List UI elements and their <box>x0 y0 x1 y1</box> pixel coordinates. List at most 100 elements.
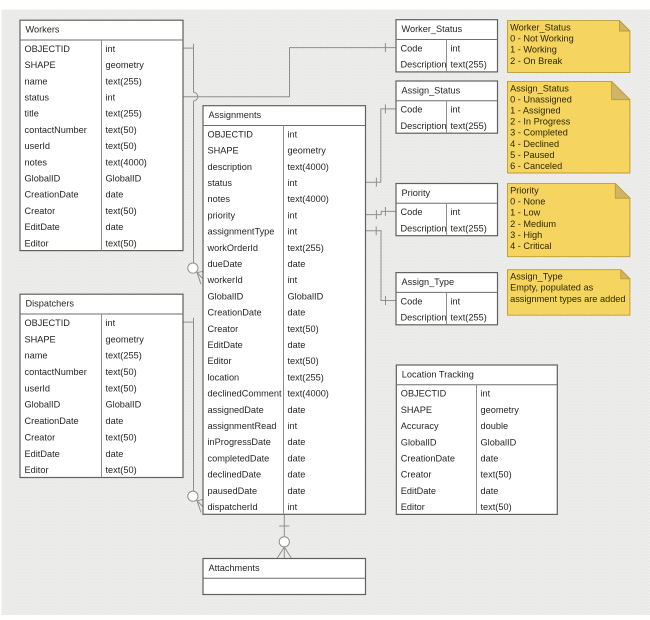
svg-text:assignment types are added: assignment types are added <box>510 294 625 304</box>
svg-text:Assign_Type: Assign_Type <box>402 277 455 287</box>
svg-text:SHAPE: SHAPE <box>25 60 56 70</box>
svg-text:OBJECTID: OBJECTID <box>401 389 447 399</box>
svg-text:EditDate: EditDate <box>25 222 60 232</box>
svg-text:OBJECTID: OBJECTID <box>25 318 71 328</box>
svg-text:1 - Working: 1 - Working <box>510 45 557 55</box>
svg-text:date: date <box>106 416 124 426</box>
svg-text:Location Tracking: Location Tracking <box>402 369 474 379</box>
svg-text:date: date <box>288 405 306 415</box>
svg-text:text(50): text(50) <box>106 432 137 442</box>
svg-text:geometry: geometry <box>106 334 145 344</box>
svg-text:Code: Code <box>401 207 423 217</box>
svg-text:text(4000): text(4000) <box>288 194 329 204</box>
svg-text:text(50): text(50) <box>106 125 137 135</box>
svg-text:date: date <box>288 259 306 269</box>
svg-text:CreationDate: CreationDate <box>25 416 79 426</box>
svg-text:assignmentType: assignmentType <box>208 227 275 237</box>
svg-text:CreationDate: CreationDate <box>208 308 262 318</box>
svg-text:assignedDate: assignedDate <box>208 405 264 415</box>
svg-text:text(50): text(50) <box>106 206 137 216</box>
svg-text:text(255): text(255) <box>106 109 142 119</box>
svg-text:geometry: geometry <box>106 60 145 70</box>
svg-text:title: title <box>25 109 39 119</box>
svg-text:text(255): text(255) <box>106 351 142 361</box>
svg-text:int: int <box>288 275 298 285</box>
svg-text:date: date <box>288 437 306 447</box>
svg-text:userId: userId <box>25 383 51 393</box>
svg-text:4 - Declined: 4 - Declined <box>510 139 559 149</box>
svg-text:Code: Code <box>401 296 423 306</box>
svg-text:priority: priority <box>208 210 236 220</box>
svg-text:text(50): text(50) <box>288 356 319 366</box>
svg-text:GlobalID: GlobalID <box>401 437 437 447</box>
svg-text:date: date <box>288 470 306 480</box>
svg-text:text(50): text(50) <box>106 465 137 475</box>
svg-text:5 - Paused: 5 - Paused <box>510 150 554 160</box>
svg-text:int: int <box>451 207 461 217</box>
svg-text:text(255): text(255) <box>451 121 487 131</box>
svg-text:date: date <box>106 190 124 200</box>
svg-text:Editor: Editor <box>25 465 49 475</box>
svg-text:declinedDate: declinedDate <box>208 470 262 480</box>
svg-text:Creator: Creator <box>25 432 56 442</box>
svg-text:OBJECTID: OBJECTID <box>25 44 71 54</box>
svg-text:dueDate: dueDate <box>208 259 243 269</box>
svg-text:date: date <box>288 340 306 350</box>
svg-text:notes: notes <box>208 194 231 204</box>
svg-text:GlobalID: GlobalID <box>208 291 244 301</box>
svg-text:Creator: Creator <box>25 206 56 216</box>
svg-text:0 - None: 0 - None <box>510 197 545 207</box>
svg-text:SHAPE: SHAPE <box>401 405 432 415</box>
svg-text:text(50): text(50) <box>106 383 137 393</box>
svg-text:Assignments: Assignments <box>209 110 262 120</box>
svg-text:status: status <box>25 93 50 103</box>
svg-text:date: date <box>481 454 499 464</box>
svg-text:Priority: Priority <box>510 186 539 196</box>
svg-text:int: int <box>288 502 298 512</box>
svg-text:GlobalID: GlobalID <box>288 291 324 301</box>
svg-text:completedDate: completedDate <box>208 453 270 463</box>
svg-text:text(255): text(255) <box>288 372 324 382</box>
svg-text:name: name <box>25 76 48 86</box>
svg-text:Code: Code <box>401 43 423 53</box>
svg-text:int: int <box>106 44 116 54</box>
svg-text:int: int <box>288 210 298 220</box>
svg-text:text(50): text(50) <box>288 324 319 334</box>
svg-text:int: int <box>106 93 116 103</box>
svg-text:workerId: workerId <box>207 275 243 285</box>
svg-text:text(255): text(255) <box>451 223 487 233</box>
svg-text:SHAPE: SHAPE <box>25 334 56 344</box>
svg-text:date: date <box>481 486 499 496</box>
svg-text:int: int <box>451 43 461 53</box>
svg-text:status: status <box>208 178 233 188</box>
svg-text:EditDate: EditDate <box>25 449 60 459</box>
svg-text:contactNumber: contactNumber <box>25 125 87 135</box>
svg-text:EditDate: EditDate <box>208 340 243 350</box>
svg-text:text(255): text(255) <box>451 60 487 70</box>
svg-text:2 - On Break: 2 - On Break <box>510 56 562 66</box>
svg-text:CreationDate: CreationDate <box>401 454 455 464</box>
svg-text:text(255): text(255) <box>451 313 487 323</box>
svg-text:int: int <box>481 389 491 399</box>
svg-text:SHAPE: SHAPE <box>208 146 239 156</box>
svg-text:GlobalID: GlobalID <box>106 400 142 410</box>
svg-text:contactNumber: contactNumber <box>25 367 87 377</box>
svg-text:6 - Canceled: 6 - Canceled <box>510 161 562 171</box>
svg-text:notes: notes <box>25 157 48 167</box>
svg-text:assignmentRead: assignmentRead <box>208 421 277 431</box>
svg-text:Creator: Creator <box>208 324 239 334</box>
svg-text:0 - Not Working: 0 - Not Working <box>510 34 574 44</box>
svg-text:location: location <box>208 372 240 382</box>
svg-text:int: int <box>106 318 116 328</box>
svg-text:Code: Code <box>401 105 423 115</box>
svg-text:2 - Medium: 2 - Medium <box>510 219 556 229</box>
svg-text:2 - In Progress: 2 - In Progress <box>510 117 571 127</box>
svg-text:description: description <box>208 162 252 172</box>
svg-text:text(4000): text(4000) <box>106 157 147 167</box>
svg-text:GlobalID: GlobalID <box>25 174 61 184</box>
svg-text:text(50): text(50) <box>106 141 137 151</box>
svg-text:text(50): text(50) <box>481 502 512 512</box>
svg-text:Editor: Editor <box>401 502 425 512</box>
svg-text:GlobalID: GlobalID <box>25 400 61 410</box>
svg-text:Workers: Workers <box>26 25 60 35</box>
